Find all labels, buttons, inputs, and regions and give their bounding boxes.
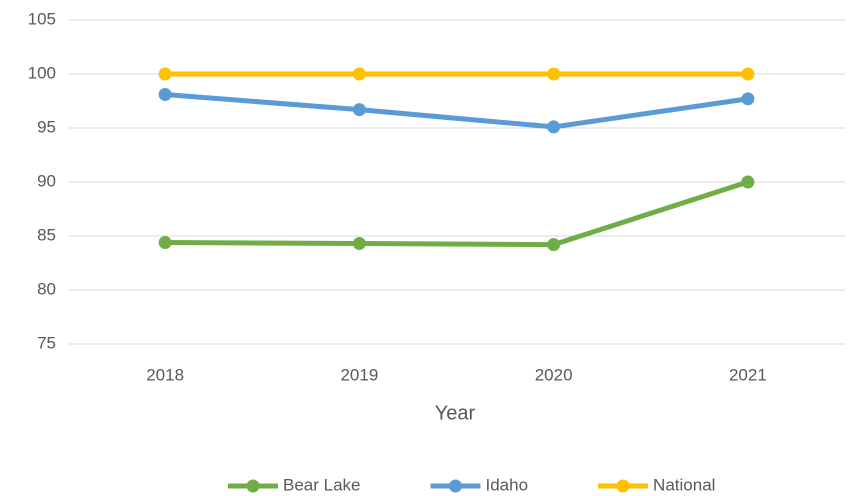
series-marker	[158, 67, 172, 81]
legend-marker	[449, 479, 462, 493]
series-marker	[741, 175, 755, 189]
y-tick-label: 95	[37, 117, 56, 136]
series-line	[165, 179, 749, 248]
legend-label: National	[653, 475, 715, 494]
y-tick-label: 75	[37, 333, 56, 352]
x-tick-label: 2021	[729, 365, 767, 384]
y-tick-label: 80	[37, 279, 56, 298]
legend-label: Idaho	[486, 475, 529, 494]
x-axis-label: Year	[435, 402, 476, 424]
series-marker	[547, 67, 561, 81]
legend-marker	[616, 479, 630, 493]
series-marker	[547, 238, 561, 252]
series-marker	[741, 92, 755, 106]
series-marker	[741, 67, 755, 81]
y-tick-label: 105	[28, 9, 56, 28]
series-marker	[158, 88, 172, 102]
series-marker	[547, 120, 561, 134]
legend-label: Bear Lake	[283, 475, 361, 494]
x-tick-label: 2020	[535, 365, 573, 384]
series-marker	[352, 237, 366, 251]
y-tick-label: 85	[37, 225, 56, 244]
x-tick-label: 2019	[340, 365, 378, 384]
series-marker	[352, 103, 366, 117]
series-line	[164, 92, 749, 130]
y-tick-label: 90	[37, 171, 56, 190]
series-marker	[352, 67, 366, 81]
legend-marker	[246, 479, 260, 493]
x-tick-label: 2018	[146, 365, 184, 384]
series-marker	[158, 235, 172, 249]
y-tick-label: 100	[28, 63, 56, 82]
